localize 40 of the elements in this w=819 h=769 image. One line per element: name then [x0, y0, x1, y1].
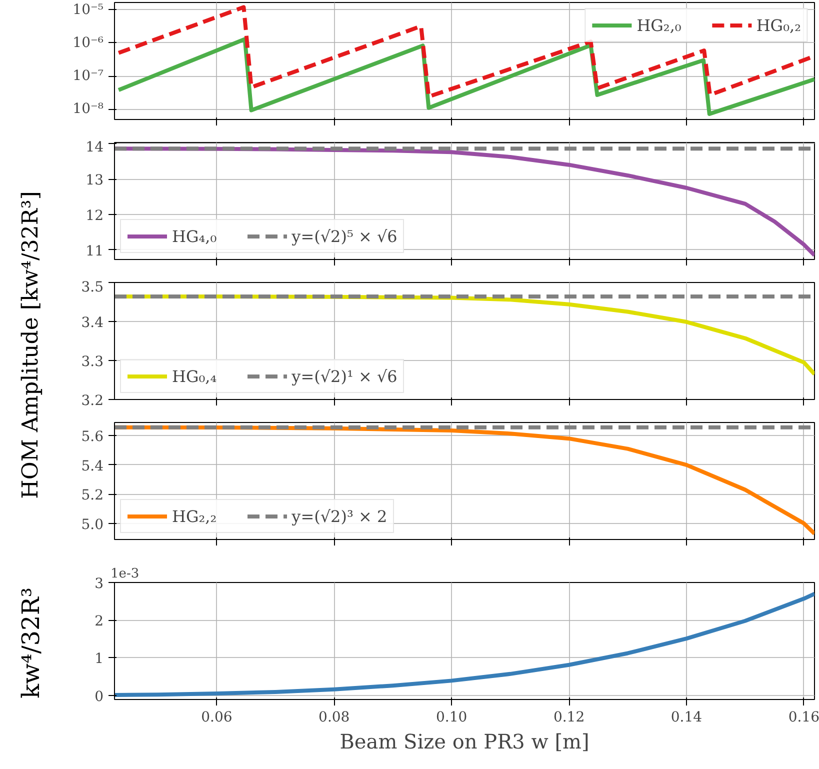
y-tick-label: 10⁻⁸: [72, 101, 104, 118]
legend-label: HG₂,₀: [636, 16, 682, 34]
legend-label: y=(√2)³ × 2: [292, 506, 388, 526]
legend-label: HG₀,₂: [756, 16, 801, 34]
y-tick-label: 3.3: [81, 354, 104, 370]
y-tick-label: 11: [86, 243, 104, 260]
y-axis-title: kw⁴/32R³: [16, 587, 46, 699]
x-axis-title: Beam Size on PR3 w [m]: [340, 730, 590, 754]
y-tick-label: 2: [94, 614, 104, 630]
x-tick-label: 0.14: [670, 710, 702, 726]
y-tick-label: 10⁻⁶: [72, 34, 104, 51]
line-series: [116, 37, 814, 116]
line-series: [114, 592, 814, 697]
y-tick-label: 10⁻⁵: [72, 2, 104, 18]
y-tick-label: 10⁻⁷: [72, 68, 104, 84]
y-tick-label: 3.4: [81, 315, 104, 331]
legend-label: HG₄,₀: [172, 226, 217, 246]
y-tick-label: 3: [94, 576, 104, 592]
y-axis-title: HOM Amplitude [kw⁴/32R³]: [17, 191, 44, 499]
y-tick-label: 14: [86, 140, 104, 156]
y-tick-label: 1: [94, 651, 104, 668]
x-tick-label: 0.16: [788, 710, 819, 726]
x-tick-label: 0.06: [201, 710, 232, 726]
y-tick-label: 3.5: [81, 280, 104, 296]
y-tick-label: 5.0: [81, 516, 104, 533]
legend-label: HG₂,₂: [172, 506, 217, 526]
y-tick-label: 0: [94, 688, 104, 705]
x-tick-label: 0.10: [436, 710, 468, 726]
y-tick-label: 5.6: [81, 429, 104, 446]
y-tick-label: 13: [86, 172, 104, 189]
x-tick-label: 0.08: [318, 710, 350, 726]
y-tick-label: 5.4: [81, 458, 104, 474]
legend-label: y=(√2)¹ × √6: [292, 366, 398, 386]
y-tick-label: 5.2: [81, 488, 104, 504]
y-tick-label: 3.2: [81, 393, 104, 409]
y-tick-label: 12: [86, 208, 104, 224]
x-tick-label: 0.12: [553, 710, 585, 726]
legend-label: HG₀,₄: [172, 366, 217, 386]
text: 1e-3: [110, 566, 140, 582]
legend-label: y=(√2)⁵ × √6: [292, 226, 398, 246]
